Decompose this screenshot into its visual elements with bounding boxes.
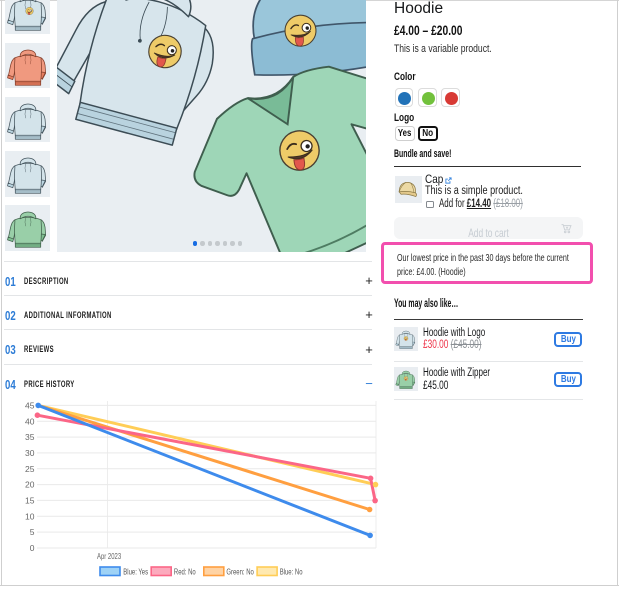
svg-text:Red: No: Red: No	[174, 566, 196, 576]
svg-text:5: 5	[30, 527, 35, 537]
svg-text:15: 15	[25, 495, 35, 505]
svg-text:25: 25	[25, 464, 35, 474]
svg-text:40: 40	[25, 416, 35, 426]
svg-text:Apr 2023: Apr 2023	[97, 551, 121, 561]
svg-text:20: 20	[25, 480, 35, 490]
svg-text:Blue: Yes: Blue: Yes	[123, 566, 148, 576]
svg-text:Green: No: Green: No	[226, 566, 253, 576]
svg-text:0: 0	[30, 543, 35, 553]
svg-text:35: 35	[25, 432, 35, 442]
svg-text:45: 45	[25, 400, 35, 410]
svg-text:Blue: No: Blue: No	[280, 566, 303, 576]
svg-text:30: 30	[25, 448, 35, 458]
svg-text:10: 10	[25, 511, 35, 521]
